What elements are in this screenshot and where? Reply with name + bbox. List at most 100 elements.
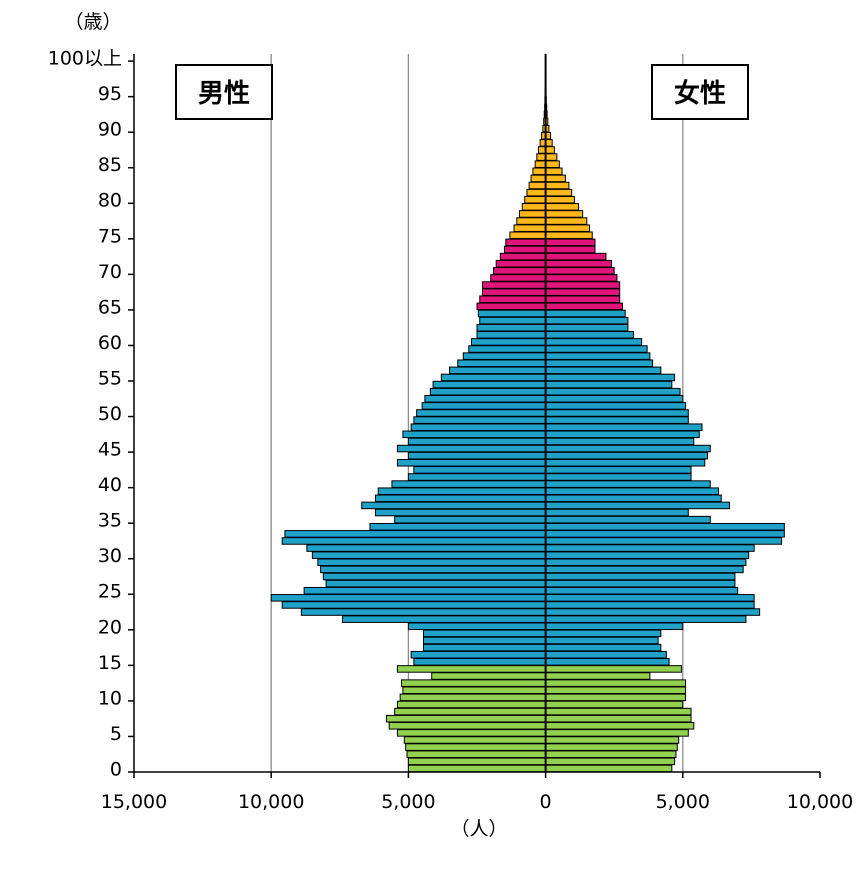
female-bar-age-0	[545, 764, 673, 773]
female-bar-age-79	[545, 203, 580, 211]
female-bar-age-47	[545, 430, 700, 439]
male-bar-age-49	[413, 416, 547, 424]
female-bar-age-5	[545, 729, 689, 737]
female-bar-age-69	[545, 274, 618, 282]
male-bar-age-33	[284, 530, 547, 538]
male-bar-age-68	[481, 281, 547, 289]
female-bar-age-51	[545, 402, 687, 410]
female-bar-age-37	[545, 501, 730, 510]
y-tick-label: 55	[98, 367, 122, 389]
male-bar-age-15	[413, 658, 547, 666]
female-bar-age-27	[545, 572, 736, 581]
y-tick-label: 10	[98, 687, 122, 709]
female-bar-age-8	[545, 707, 692, 716]
male-bar-age-45	[396, 444, 547, 453]
male-bar-age-9	[396, 700, 547, 709]
female-bar-age-36	[545, 508, 689, 517]
y-tick-label: 35	[98, 510, 122, 532]
male-bar-age-71	[495, 259, 547, 268]
male-bar-age-6	[388, 722, 547, 730]
female-bar-age-52	[545, 395, 684, 403]
female-bar-age-31	[545, 544, 755, 552]
male-bar-age-85	[534, 160, 547, 168]
male-bar-age-24	[270, 594, 547, 602]
female-bar-age-35	[545, 515, 711, 524]
female-bar-age-81	[545, 188, 573, 197]
male-bar-age-52	[424, 395, 547, 403]
male-bar-age-78	[519, 210, 547, 218]
female-bar-age-77	[545, 217, 588, 225]
y-tick-labels: 0 5 10 15 20 25 30 35 40 45 50 55 60 65 70 75 80 85 90 95 10…	[48, 48, 122, 781]
female-bar-age-4	[545, 736, 680, 744]
female-bar-age-28	[545, 565, 744, 574]
female-bar-age-10	[545, 693, 687, 702]
y-tick-label: 50	[98, 403, 122, 425]
female-bar-age-66	[545, 295, 621, 304]
female-bar-age-18	[545, 636, 659, 645]
female-bar-age-16	[545, 650, 667, 659]
y-tick-label: 30	[98, 545, 122, 567]
female-bar-age-58	[545, 352, 651, 360]
male-bar-age-48	[410, 423, 547, 431]
male-bar-age-10	[399, 693, 547, 702]
female-bar-age-43	[545, 458, 706, 467]
male-bar-age-7	[385, 714, 547, 723]
male-bar-age-16	[410, 650, 547, 659]
male-bar-age-20	[407, 622, 547, 631]
male-bar-age-47	[402, 430, 547, 439]
male-bar-age-58	[462, 352, 547, 360]
bars	[270, 53, 785, 773]
x-tick-label: 0	[540, 791, 552, 813]
male-bar-age-64	[477, 309, 547, 318]
male-bar-age-73	[503, 245, 547, 254]
y-tick-label: 100以上	[48, 48, 122, 70]
y-tick-label: 85	[98, 154, 122, 176]
male-bar-age-54	[432, 380, 547, 389]
male-bar-age-34	[369, 522, 547, 531]
male-label-box: 男性	[175, 64, 273, 120]
y-axis-unit: （歳）	[64, 11, 121, 33]
female-bar-age-59	[545, 345, 648, 353]
male-bar-age-75	[509, 231, 547, 240]
y-tick-label: 40	[98, 474, 122, 496]
male-bar-age-62	[476, 323, 547, 332]
female-bar-age-85	[545, 160, 560, 168]
y-tick-label: 0	[110, 758, 122, 780]
female-bar-age-78	[545, 210, 584, 218]
x-tick-label: 5,000	[656, 791, 710, 813]
male-bar-age-38	[374, 494, 547, 503]
male-bar-age-14	[396, 665, 547, 673]
female-bar-age-19	[545, 629, 662, 638]
female-bar-age-45	[545, 444, 711, 453]
female-bar-age-13	[545, 672, 651, 680]
female-bar-age-86	[545, 153, 558, 161]
female-bar-age-76	[545, 224, 591, 232]
y-tick-label: 5	[110, 723, 122, 745]
female-bar-age-57	[545, 359, 654, 368]
female-bar-age-56	[545, 366, 662, 375]
male-bar-age-26	[325, 579, 547, 588]
male-bar-age-32	[281, 537, 547, 545]
female-bar-age-15	[545, 658, 670, 666]
x-tick-label: 10,000	[238, 791, 304, 813]
male-bar-age-22	[300, 608, 547, 616]
male-bar-age-28	[320, 565, 547, 574]
male-bar-age-87	[537, 146, 547, 154]
male-bar-age-11	[402, 686, 547, 695]
male-bar-age-25	[303, 586, 547, 595]
male-bar-age-60	[471, 338, 547, 346]
female-bar-age-20	[545, 622, 684, 631]
male-bar-age-8	[394, 707, 547, 716]
female-bar-age-87	[545, 146, 555, 154]
female-bar-age-1	[545, 757, 676, 766]
y-tick-label: 20	[98, 616, 122, 638]
female-bar-age-6	[545, 722, 695, 730]
axes	[128, 54, 821, 778]
female-bar-age-26	[545, 579, 736, 588]
male-bar-age-56	[449, 366, 547, 375]
female-bar-age-60	[545, 338, 643, 346]
female-bar-age-54	[545, 380, 673, 389]
male-bar-age-86	[536, 153, 547, 161]
x-axis-unit: （人）	[450, 818, 507, 840]
male-bar-age-72	[499, 252, 547, 261]
